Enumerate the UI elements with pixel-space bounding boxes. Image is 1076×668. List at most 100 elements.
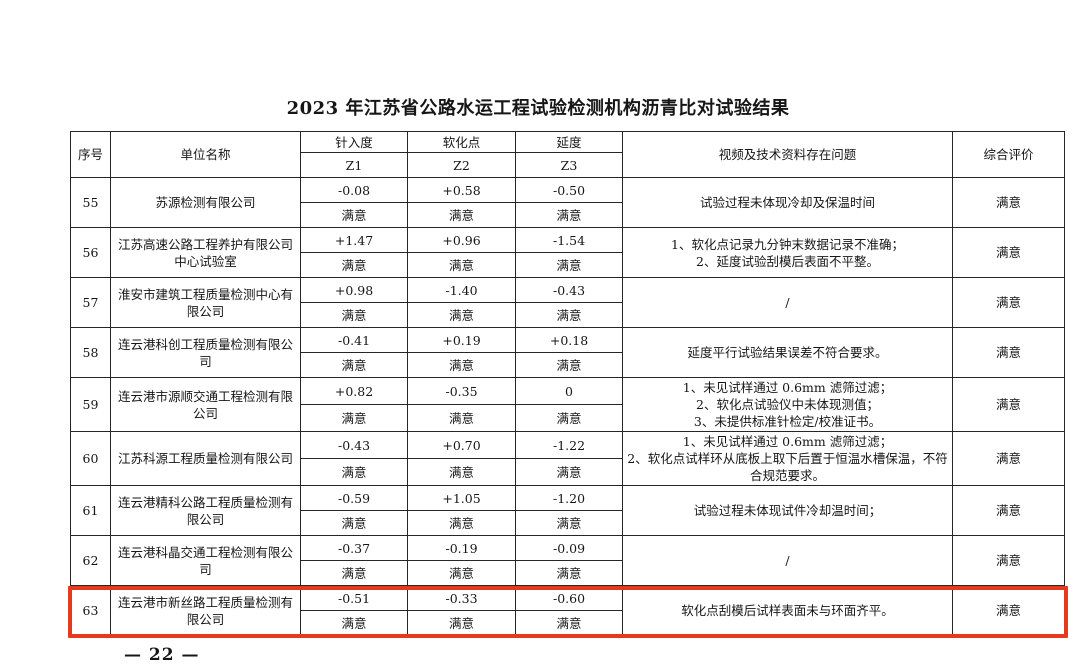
table-row-ratings: 满意 满意 满意 [71,560,1065,586]
table-row: 60 江苏科源工程质量检测有限公司 -0.43 +0.70 -1.22 1、未见试样通过 … [70,431,1065,486]
z1-rating-cell: 满意 [300,560,408,586]
table-row: 63 连云港市新丝路工程质量检测有限公司 -0.51 -0.33 -0.60 软化点刮模后… [70,585,1065,636]
serial-cell: 61 [70,485,111,536]
z1-rating-cell: 满意 [300,202,408,228]
z2-value-cell: +0.19 [407,327,516,353]
z3-rating-cell: 满意 [515,458,623,486]
z1-rating-cell: 满意 [300,510,408,536]
z2-value-cell: +0.70 [407,431,516,459]
z1-rating-cell: 满意 [300,458,408,486]
problems-cell: / [622,535,953,586]
z1-rating-cell: 满意 [300,302,408,328]
z3-value-cell: +0.18 [515,327,623,353]
problem-line: 延度平行试验结果误差不符合要求。 [687,345,888,360]
z1-value-cell: +1.47 [300,227,408,253]
header-evaluation: 综合评价 [952,131,1065,178]
z3-rating-cell: 满意 [515,302,623,328]
z1-value-cell: -0.43 [300,431,408,459]
z1-rating-cell: 满意 [300,610,408,636]
table-row: 61 连云港精科公路工程质量检测有限公司 -0.59 +1.05 -1.20 试验过程未体… [70,485,1065,536]
header-ductility: 延度 [515,131,623,153]
serial-cell: 57 [70,277,111,328]
evaluation-cell: 满意 [952,485,1065,536]
z2-value-cell: +0.58 [407,177,516,203]
evaluation-cell: 满意 [952,277,1065,328]
z1-rating-cell: 满意 [300,404,408,432]
table-row-ratings: 满意 满意 满意 [71,202,1065,228]
z3-value-cell: -0.43 [515,277,623,303]
table-row: 58 连云港科创工程质量检测有限公司 -0.41 +0.19 +0.18 延度平行试验结果… [70,327,1065,378]
problem-line: 试验过程未体现试件冷却温时间； [693,503,882,518]
z3-value-cell: -1.22 [515,431,623,459]
unit-name-cell: 连云港科晶交通工程检测有限公司 [110,535,301,586]
header-serial: 序号 [70,131,111,178]
z2-value-cell: -0.19 [407,535,516,561]
problems-cell: 1、未见试样通过 0.6mm 滤筛过滤； 2、软化点试验仪中未体现测值； 3、未提供… [622,377,953,432]
table-row-ratings: 满意 满意 满意 [71,610,1065,636]
table-row-ratings: 满意 满意 满意 [71,404,1065,432]
problem-line: 1、软化点记录九分钟末数据记录不准确； [671,236,904,252]
z2-value-cell: -0.33 [407,585,516,611]
z3-value-cell: 0 [515,377,623,405]
problems-cell: 延度平行试验结果误差不符合要求。 [622,327,953,378]
table-row-ratings: 满意 满意 满意 [71,510,1065,536]
problem-line: 2、延度试验刮模后表面不平整。 [696,253,879,269]
problems-cell: 1、软化点记录九分钟末数据记录不准确； 2、延度试验刮模后表面不平整。 [622,227,953,278]
table-header: 序号 单位名称 针入度 软化点 延度 视频及技术资料存在问题 综合评价 Z1 Z… [70,131,1065,178]
problem-line: / [785,295,790,310]
z3-value-cell: -1.20 [515,485,623,511]
results-table: 序号 单位名称 针入度 软化点 延度 视频及技术资料存在问题 综合评价 Z1 Z… [70,131,1065,636]
unit-name-cell: 淮安市建筑工程质量检测中心有限公司 [110,277,301,328]
table-row: 55 苏源检测有限公司 -0.08 +0.58 -0.50 试验过程未体现冷却及保温时间满… [70,177,1065,228]
z2-value-cell: -0.35 [407,377,516,405]
evaluation-cell: 满意 [952,227,1065,278]
z2-rating-cell: 满意 [407,302,516,328]
problem-line: 2、软化点试验仪中未体现测值； [696,397,879,412]
evaluation-cell: 满意 [952,585,1065,636]
problems-cell: 试验过程未体现试件冷却温时间； [622,485,953,536]
table-row-ratings: 满意 满意 满意 [71,252,1065,278]
z1-value-cell: -0.41 [300,327,408,353]
z3-rating-cell: 满意 [515,252,623,278]
problems-cell: / [622,277,953,328]
unit-name-cell: 连云港科创工程质量检测有限公司 [110,327,301,378]
serial-cell: 59 [70,377,111,432]
header-z3: Z3 [515,152,623,178]
z2-rating-cell: 满意 [407,458,516,486]
z1-value-cell: +0.82 [300,377,408,405]
unit-name-cell: 江苏高速公路工程养护有限公司中心试验室 [110,227,301,278]
z3-value-cell: -0.50 [515,177,623,203]
z2-rating-cell: 满意 [407,352,516,378]
serial-cell: 63 [70,585,111,636]
table-row: 62 连云港科晶交通工程检测有限公司 -0.37 -0.19 -0.09 / 满意 [70,535,1065,586]
z3-rating-cell: 满意 [515,202,623,228]
table-row: 59 连云港市源顺交通工程检测有限公司 +0.82 -0.35 0 1、未见试样通过 0.… [70,377,1065,432]
unit-name-cell: 连云港精科公路工程质量检测有限公司 [110,485,301,536]
table-row: 56 江苏高速公路工程养护有限公司中心试验室 +1.47 +0.96 -1.54 1、软化… [70,227,1065,278]
header-penetration: 针入度 [300,131,408,153]
z2-value-cell: -1.40 [407,277,516,303]
z1-value-cell: -0.37 [300,535,408,561]
unit-name-cell: 江苏科源工程质量检测有限公司 [110,431,301,486]
problems-cell: 软化点刮模后试样表面未与环面齐平。 [622,585,953,636]
problem-line: 1、未见试样通过 0.6mm 滤筛过滤； [682,380,893,395]
table-body: 55 苏源检测有限公司 -0.08 +0.58 -0.50 试验过程未体现冷却及保温时间满… [70,177,1065,636]
z2-rating-cell: 满意 [407,610,516,636]
z1-value-cell: -0.51 [300,585,408,611]
z2-rating-cell: 满意 [407,252,516,278]
evaluation-cell: 满意 [952,535,1065,586]
z3-value-cell: -1.54 [515,227,623,253]
problems-cell: 1、未见试样通过 0.6mm 滤筛过滤； 2、软化点试样环从底板上取下后置于恒温水… [622,431,953,486]
table-row: 57 淮安市建筑工程质量检测中心有限公司 +0.98 -1.40 -0.43 / 满意 [70,277,1065,328]
z2-rating-cell: 满意 [407,404,516,432]
page-number: — 22 — [124,645,200,665]
header-z1: Z1 [300,152,408,178]
problem-line: 2、软化点试样环从底板上取下后置于恒温水槽保温，不符合规范要求。 [627,451,948,483]
serial-cell: 55 [70,177,111,228]
table-row-ratings: 满意 满意 满意 [71,302,1065,328]
serial-cell: 58 [70,327,111,378]
z1-value-cell: -0.08 [300,177,408,203]
unit-name-cell: 连云港市源顺交通工程检测有限公司 [110,377,301,432]
header-unit-name: 单位名称 [110,131,301,178]
